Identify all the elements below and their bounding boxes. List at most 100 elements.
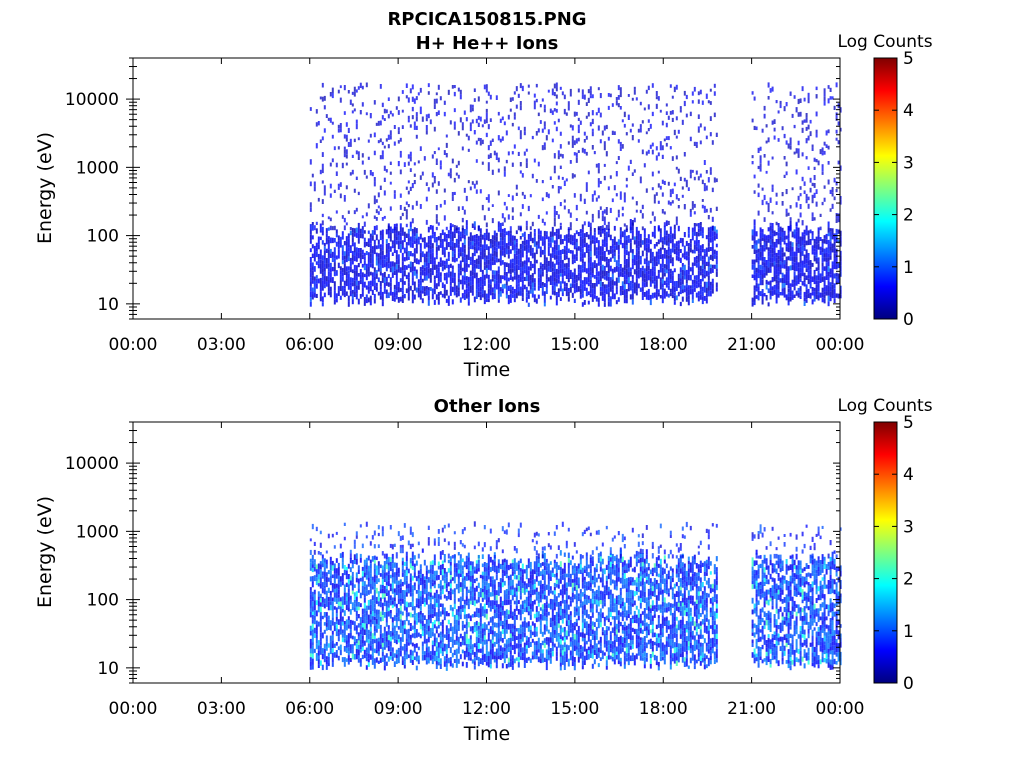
spectrogram-cell (453, 191, 456, 195)
spectrogram-cell (321, 231, 324, 236)
spectrogram-cell (373, 239, 376, 245)
spectrogram-cell (399, 223, 402, 227)
spectrogram-cell (685, 274, 688, 280)
spectrogram-cell (437, 271, 440, 277)
spectrogram-cell (529, 274, 532, 281)
spectrogram-cell (381, 647, 384, 652)
spectrogram-cell (675, 295, 678, 301)
spectrogram-cell (327, 276, 330, 280)
spectrogram-cell (815, 133, 818, 138)
spectrogram-cell (763, 267, 766, 273)
spectrogram-cell (533, 287, 536, 291)
spectrogram-cell (787, 285, 790, 289)
spectrogram-cell (415, 134, 418, 139)
spectrogram-cell (315, 620, 318, 625)
spectrogram-cell (491, 256, 494, 262)
spectrogram-cell (389, 566, 392, 572)
spectrogram-cell (815, 159, 818, 163)
spectrogram-cell (333, 286, 336, 291)
spectrogram-cell (533, 269, 536, 275)
spectrogram-cell (823, 185, 826, 189)
spectrogram-cell (647, 85, 650, 91)
spectrogram-cell (367, 203, 370, 209)
spectrogram-cell (681, 119, 684, 125)
spectrogram-cell (361, 581, 364, 586)
spectrogram-cell (525, 254, 528, 260)
spectrogram-cell (825, 291, 828, 296)
spectrogram-cell (659, 146, 662, 151)
spectrogram-cell (341, 573, 344, 578)
spectrogram-cell (659, 281, 662, 285)
spectrogram-cell (695, 144, 698, 148)
spectrogram-cell (395, 562, 398, 569)
spectrogram-cell (827, 290, 830, 296)
spectrogram-cell (479, 141, 482, 146)
spectrogram-cell (341, 245, 344, 251)
spectrogram-cell (697, 267, 700, 271)
spectrogram-cell (773, 255, 776, 262)
spectrogram-cell (359, 248, 362, 253)
spectrogram-cell (589, 266, 592, 272)
spectrogram-cell (497, 294, 500, 300)
spectrogram-cell (359, 617, 362, 623)
spectrogram-cell (339, 644, 342, 650)
spectrogram-cell (317, 659, 320, 665)
spectrogram-cell (671, 200, 674, 204)
spectrogram-cell (599, 226, 602, 232)
spectrogram-cell (655, 294, 658, 300)
spectrogram-cell (807, 239, 810, 246)
spectrogram-cell (753, 190, 756, 194)
spectrogram-cell (399, 628, 402, 633)
spectrogram-cell (355, 232, 358, 238)
spectrogram-cell (811, 235, 814, 241)
spectrogram-cell (655, 251, 658, 258)
spectrogram-cell (619, 264, 622, 269)
spectrogram-cell (641, 149, 644, 155)
spectrogram-cell (581, 302, 584, 307)
spectrogram-cell (457, 160, 460, 166)
spectrogram-cell (655, 146, 658, 151)
spectrogram-cell (373, 594, 376, 599)
spectrogram-cell (689, 243, 692, 248)
spectrogram-cell (603, 302, 606, 307)
spectrogram-cell (363, 629, 366, 635)
spectrogram-cell (669, 239, 672, 244)
spectrogram-cell (419, 106, 422, 111)
spectrogram-cell (711, 231, 714, 237)
spectrogram-cell (771, 277, 774, 283)
spectrogram-cell (789, 283, 792, 287)
spectrogram-cell (405, 570, 408, 576)
spectrogram-cell (339, 650, 342, 656)
spectrogram-cell (605, 236, 608, 243)
spectrogram-cell (491, 253, 494, 257)
spectrogram-cell (691, 91, 694, 96)
spectrogram-cell (309, 590, 312, 595)
spectrogram-cell (469, 245, 472, 250)
spectrogram-cell (327, 271, 330, 277)
spectrogram-cell (581, 253, 584, 259)
spectrogram-cell (431, 256, 434, 260)
spectrogram-cell (343, 149, 346, 154)
spectrogram-cell (815, 244, 818, 250)
spectrogram-cell (343, 635, 346, 639)
spectrogram-cell (563, 267, 566, 271)
spectrogram-cell (775, 221, 778, 226)
spectrogram-cell (463, 110, 466, 115)
spectrogram-cell (613, 245, 616, 250)
spectrogram-cell (389, 277, 392, 283)
spectrogram-cell (407, 283, 410, 287)
spectrogram-cell (391, 632, 394, 636)
spectrogram-cell (495, 236, 498, 242)
spectrogram-cell (795, 260, 798, 266)
spectrogram-cell (631, 249, 634, 254)
spectrogram-cell (835, 117, 838, 121)
spectrogram-cell (393, 243, 396, 249)
spectrogram-cell (551, 91, 554, 96)
spectrogram-cell (559, 222, 562, 226)
spectrogram-cell (557, 150, 560, 156)
spectrogram-cell (771, 290, 774, 296)
spectrogram-cell (667, 220, 670, 225)
spectrogram-cell (703, 287, 706, 293)
spectrogram-cell (537, 268, 540, 272)
spectrogram-cell (415, 269, 418, 274)
